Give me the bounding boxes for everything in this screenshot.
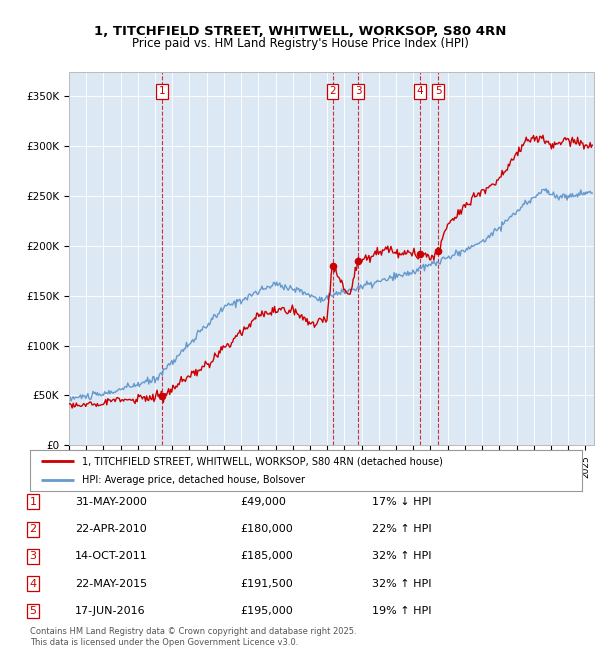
- Text: Price paid vs. HM Land Registry's House Price Index (HPI): Price paid vs. HM Land Registry's House …: [131, 37, 469, 50]
- Text: 14-OCT-2011: 14-OCT-2011: [75, 551, 148, 562]
- Text: 22-APR-2010: 22-APR-2010: [75, 524, 147, 534]
- Text: 4: 4: [416, 86, 423, 96]
- Text: 1, TITCHFIELD STREET, WHITWELL, WORKSOP, S80 4RN (detached house): 1, TITCHFIELD STREET, WHITWELL, WORKSOP,…: [82, 456, 443, 466]
- Text: 5: 5: [29, 606, 37, 616]
- Text: 2: 2: [329, 86, 336, 96]
- Text: 3: 3: [29, 551, 37, 562]
- Text: 2: 2: [29, 524, 37, 534]
- Text: 17-JUN-2016: 17-JUN-2016: [75, 606, 146, 616]
- Text: £191,500: £191,500: [240, 578, 293, 589]
- Text: £180,000: £180,000: [240, 524, 293, 534]
- Text: 5: 5: [435, 86, 442, 96]
- Text: 31-MAY-2000: 31-MAY-2000: [75, 497, 147, 507]
- Text: 32% ↑ HPI: 32% ↑ HPI: [372, 551, 431, 562]
- Text: 22-MAY-2015: 22-MAY-2015: [75, 578, 147, 589]
- Text: 1, TITCHFIELD STREET, WHITWELL, WORKSOP, S80 4RN: 1, TITCHFIELD STREET, WHITWELL, WORKSOP,…: [94, 25, 506, 38]
- Text: £195,000: £195,000: [240, 606, 293, 616]
- Text: Contains HM Land Registry data © Crown copyright and database right 2025.
This d: Contains HM Land Registry data © Crown c…: [30, 627, 356, 647]
- Text: 1: 1: [29, 497, 37, 507]
- Text: 22% ↑ HPI: 22% ↑ HPI: [372, 524, 431, 534]
- Text: £49,000: £49,000: [240, 497, 286, 507]
- Text: HPI: Average price, detached house, Bolsover: HPI: Average price, detached house, Bols…: [82, 475, 305, 485]
- Text: 4: 4: [29, 578, 37, 589]
- Text: 17% ↓ HPI: 17% ↓ HPI: [372, 497, 431, 507]
- Text: 1: 1: [159, 86, 166, 96]
- Text: 19% ↑ HPI: 19% ↑ HPI: [372, 606, 431, 616]
- Text: 3: 3: [355, 86, 361, 96]
- Text: £185,000: £185,000: [240, 551, 293, 562]
- Text: 32% ↑ HPI: 32% ↑ HPI: [372, 578, 431, 589]
